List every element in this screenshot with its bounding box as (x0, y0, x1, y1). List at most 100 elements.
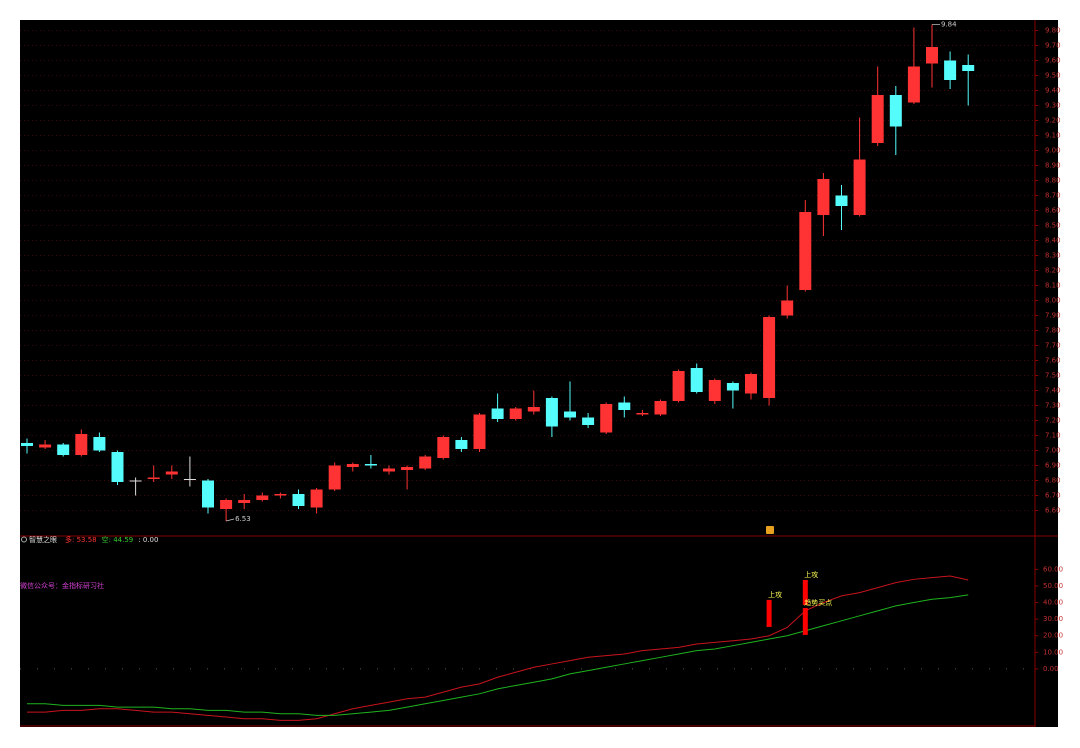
candle-body (93, 437, 106, 451)
candle-body (202, 480, 214, 508)
y-tick-label: 8.80 (1045, 177, 1061, 185)
candle-body (75, 434, 88, 455)
candle-body (926, 47, 938, 64)
candle-body (111, 452, 124, 482)
candle-body (745, 374, 757, 394)
candle-body (455, 440, 468, 449)
marker-arrow (226, 518, 235, 522)
indicator-subtitle: 微信公众号：金指标研习社 (20, 581, 104, 590)
y-tick-label: 9.00 (1045, 147, 1061, 155)
signal-label: 上攻 (804, 570, 818, 579)
y-tick-label: 9.70 (1045, 42, 1061, 50)
candle-body (545, 398, 558, 427)
candle-body (57, 444, 70, 455)
y-tick-label: 60.00 (1043, 565, 1063, 573)
candle-body (871, 95, 884, 143)
candle-body (256, 495, 269, 500)
y-tick-label: 9.60 (1045, 57, 1061, 65)
y-tick-label: 8.10 (1045, 282, 1061, 290)
candle-body (39, 444, 52, 448)
y-tick-label: 8.70 (1045, 192, 1061, 200)
candle-body (889, 95, 902, 127)
signal-label: 上攻 (768, 590, 782, 599)
marker-label: 6.53 (235, 515, 251, 523)
signal-label: 趋势买点 (804, 598, 832, 607)
y-tick-label: 40.00 (1043, 599, 1063, 607)
candle-body (129, 480, 142, 482)
event-badge (766, 526, 774, 534)
y-tick-label: 8.50 (1045, 222, 1061, 230)
candle-body (817, 179, 830, 215)
candle-body (238, 500, 251, 503)
y-tick-label: 50.00 (1043, 582, 1063, 590)
y-tick-label: 9.10 (1045, 132, 1061, 140)
candle-body (491, 408, 504, 419)
y-tick-label: 7.50 (1045, 372, 1061, 380)
signal-bar (802, 579, 808, 606)
y-tick-label: 30.00 (1043, 615, 1063, 623)
candle-body (690, 368, 703, 392)
y-tick-label: 7.00 (1045, 447, 1061, 455)
indicator-readout: 空: 44.59 (102, 535, 134, 544)
candle-body (274, 494, 287, 496)
candle-body (835, 195, 848, 206)
candle-body (165, 471, 178, 475)
candle-body (726, 383, 739, 391)
y-tick-label: 9.50 (1045, 72, 1061, 80)
candle-body (636, 413, 649, 415)
y-tick-label: 7.20 (1045, 417, 1061, 425)
candle-body (21, 443, 33, 446)
chart-background (20, 20, 1058, 727)
y-tick-label: 7.90 (1045, 312, 1061, 320)
candle-body (799, 212, 812, 290)
candle-body (473, 414, 486, 449)
indicator-line (27, 575, 969, 721)
y-tick-label: 7.60 (1045, 357, 1061, 365)
y-tick-label: 7.40 (1045, 387, 1061, 395)
candle-body (708, 380, 721, 401)
candle-body (907, 66, 920, 103)
candle-body (763, 317, 776, 398)
y-tick-label: 7.30 (1045, 402, 1061, 410)
y-tick-label: 8.90 (1045, 162, 1061, 170)
candle-body (383, 468, 395, 472)
candle-body (346, 464, 359, 467)
y-tick-label: 6.70 (1045, 492, 1061, 500)
y-tick-label: 7.80 (1045, 327, 1061, 335)
marker-label: 9.84 (941, 21, 957, 29)
candle-body (527, 407, 540, 412)
y-tick-label: 0.00 (1043, 665, 1059, 673)
candle-body (781, 300, 794, 316)
indicator-readout: 多: 53.58 (65, 535, 97, 544)
y-tick-label: 8.20 (1045, 267, 1061, 275)
candle-body (944, 60, 957, 80)
y-tick-label: 6.90 (1045, 462, 1061, 470)
candle-body (672, 371, 685, 401)
candle-body (401, 467, 414, 470)
candle-body (582, 417, 595, 425)
candle-body (310, 489, 323, 508)
candle-body (328, 465, 341, 490)
candle-body (419, 456, 432, 469)
y-tick-label: 8.30 (1045, 252, 1061, 260)
y-tick-label: 9.40 (1045, 87, 1061, 95)
y-tick-label: 6.80 (1045, 477, 1061, 485)
candle-body (853, 159, 866, 215)
y-tick-label: 10.00 (1043, 648, 1063, 656)
indicator-icon (21, 536, 27, 543)
candle-body (220, 500, 233, 509)
indicator-readout: : 0.00 (138, 536, 158, 544)
y-tick-label: 9.80 (1045, 27, 1061, 35)
candle-body (183, 479, 196, 480)
signal-bar (766, 599, 772, 627)
y-tick-label: 9.30 (1045, 102, 1061, 110)
candle-body (364, 464, 377, 466)
candle-body (509, 408, 522, 419)
y-tick-label: 7.70 (1045, 342, 1061, 350)
candle-body (437, 437, 450, 458)
y-tick-label: 9.20 (1045, 117, 1061, 125)
candle-body (962, 65, 975, 71)
candle-body (600, 404, 613, 433)
